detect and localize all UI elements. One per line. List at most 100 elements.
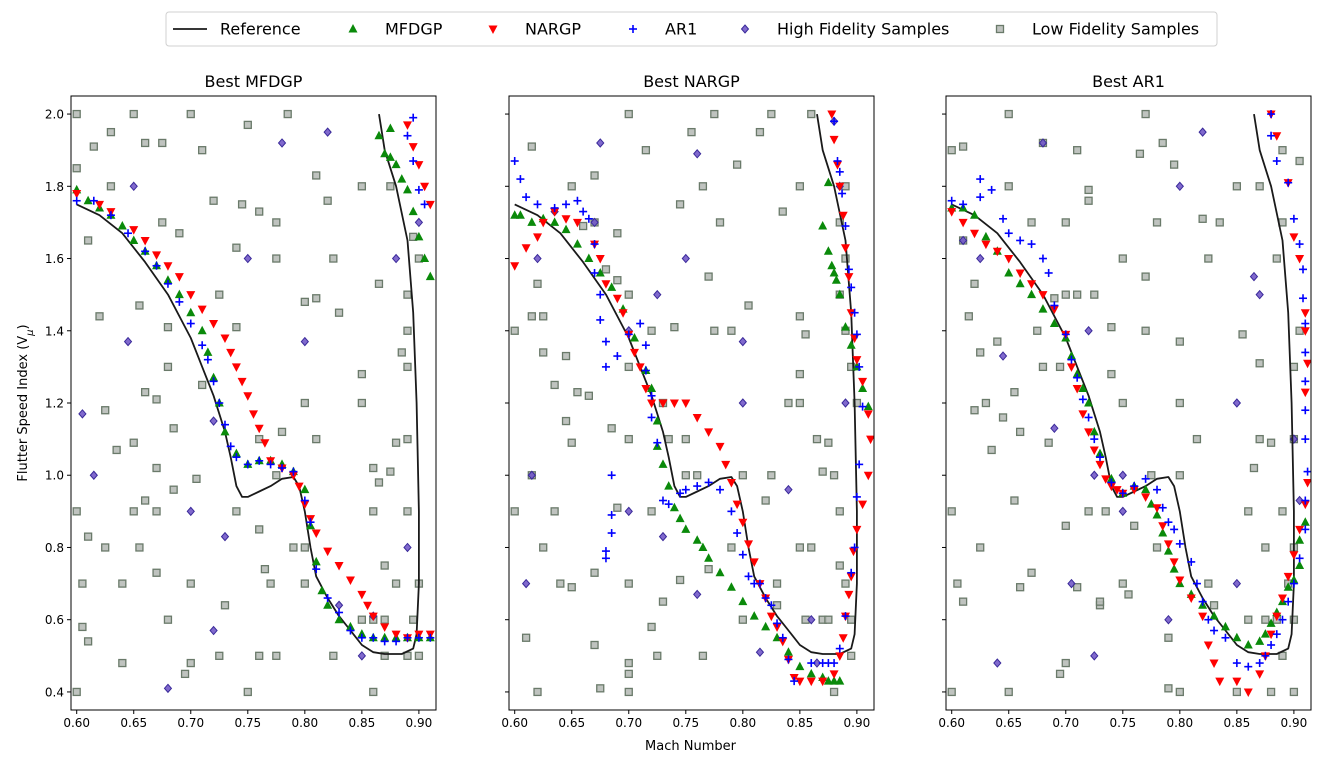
ar1-point <box>1175 539 1184 548</box>
nargp-point <box>1289 551 1299 560</box>
mfdgp-point <box>658 459 668 468</box>
ar1-point <box>1284 597 1293 606</box>
high-fidelity-sample <box>403 542 412 553</box>
low-fidelity-sample <box>329 254 338 263</box>
nargp-point <box>1112 486 1122 495</box>
low-fidelity-sample <box>135 543 144 552</box>
x-tick-label: 0.60 <box>938 716 965 730</box>
low-fidelity-sample <box>738 615 747 624</box>
nargp-point <box>981 240 991 250</box>
nargp-point <box>1078 410 1088 419</box>
ar1-point <box>613 352 622 361</box>
ar1-point <box>1299 265 1308 274</box>
high-fidelity-sample <box>1249 271 1259 282</box>
ar1-point <box>1221 633 1230 642</box>
mfdgp-point <box>1169 564 1179 573</box>
nargp-point <box>692 413 702 423</box>
ar1-point <box>841 222 850 231</box>
ar1-point <box>596 290 605 299</box>
nargp-point <box>402 121 412 130</box>
low-fidelity-sample <box>380 651 389 660</box>
ar1-point <box>243 460 252 469</box>
low-fidelity-sample <box>312 294 321 303</box>
ar1-point <box>510 157 519 166</box>
ar1-point <box>601 554 610 563</box>
low-fidelity-sample <box>1278 651 1287 660</box>
mfdgp-point <box>970 210 980 219</box>
low-fidelity-sample <box>664 434 673 444</box>
low-fidelity-sample <box>1004 687 1013 697</box>
ar1-point <box>693 482 702 491</box>
mfdgp-point <box>669 502 679 512</box>
nargp-point <box>1209 659 1219 669</box>
low-fidelity-sample <box>561 416 571 426</box>
low-fidelity-sample <box>772 579 782 588</box>
low-fidelity-sample <box>1084 185 1093 195</box>
nargp-point <box>237 377 247 387</box>
nargp-point <box>152 251 162 260</box>
nargp-point <box>1129 486 1139 495</box>
nargp-point <box>414 161 424 170</box>
plot-area <box>72 109 435 697</box>
nargp-point <box>209 320 219 329</box>
x-tick-label: 0.65 <box>120 716 147 730</box>
ar1-point <box>850 308 859 317</box>
low-fidelity-sample <box>658 597 668 606</box>
legend-frame <box>165 11 1218 47</box>
mfdgp-point <box>1095 448 1105 458</box>
nargp-point <box>163 262 173 271</box>
ar1-point <box>767 601 776 610</box>
ar1-point <box>255 456 264 465</box>
mfdgp-point <box>840 322 850 331</box>
low-fidelity-sample <box>1255 434 1264 444</box>
low-fidelity-sample <box>647 507 656 516</box>
nargp-point <box>947 208 957 217</box>
high-fidelity-sample <box>976 253 985 264</box>
low-fidelity-sample <box>1027 218 1036 227</box>
legend-label-low-fidelity-samples: Low Fidelity Samples <box>1032 20 1199 39</box>
low-fidelity-sample <box>1027 568 1036 577</box>
ar1-point <box>1090 435 1099 444</box>
mfdgp-point <box>1295 560 1305 570</box>
low-fidelity-sample <box>386 467 395 476</box>
low-fidelity-sample <box>135 301 144 310</box>
ar1-point <box>312 565 321 574</box>
mfdgp-point <box>561 224 571 234</box>
nargp-point <box>363 601 373 611</box>
nargp-point <box>538 218 548 228</box>
low-fidelity-sample <box>510 507 519 516</box>
high-fidelity-sample <box>357 651 367 661</box>
ar1-point <box>607 471 616 480</box>
x-tick-label: 0.90 <box>844 716 871 730</box>
ar1-point <box>403 633 412 642</box>
low-fidelity-sample <box>584 391 593 400</box>
ar1-point <box>761 594 770 603</box>
mfdgp-point <box>835 289 845 299</box>
nargp-point <box>1186 594 1196 604</box>
ar1-point <box>198 341 207 350</box>
low-fidelity-sample <box>1204 579 1213 588</box>
ar1-point <box>1301 377 1310 386</box>
nargp-point <box>1089 446 1099 455</box>
low-fidelity-sample <box>829 687 839 697</box>
nargp-point <box>521 244 531 253</box>
nargp-point <box>1038 291 1048 300</box>
mfdgp-point <box>1220 621 1230 631</box>
low-fidelity-sample <box>140 138 150 148</box>
ar1-point <box>778 633 787 642</box>
low-fidelity-sample <box>163 362 173 372</box>
mfdgp-point <box>345 621 355 631</box>
nargp-point <box>681 399 691 408</box>
legend-swatch-nargp <box>488 25 498 34</box>
low-fidelity-sample <box>624 109 633 119</box>
mfdgp-point <box>749 611 759 620</box>
low-fidelity-sample <box>323 196 332 205</box>
mfdgp-point <box>414 231 424 241</box>
low-fidelity-sample <box>533 687 542 697</box>
low-fidelity-sample <box>175 229 184 238</box>
low-fidelity-sample <box>727 326 736 335</box>
ar1-point <box>278 464 287 473</box>
high-fidelity-sample <box>841 398 850 408</box>
panel-best-mfdgp: 0.60 0.65 0.70 0.75 0.80 0.85 0.90 0.4 0.6 0.8 1.0… <box>45 72 437 730</box>
low-fidelity-sample <box>1084 196 1093 205</box>
